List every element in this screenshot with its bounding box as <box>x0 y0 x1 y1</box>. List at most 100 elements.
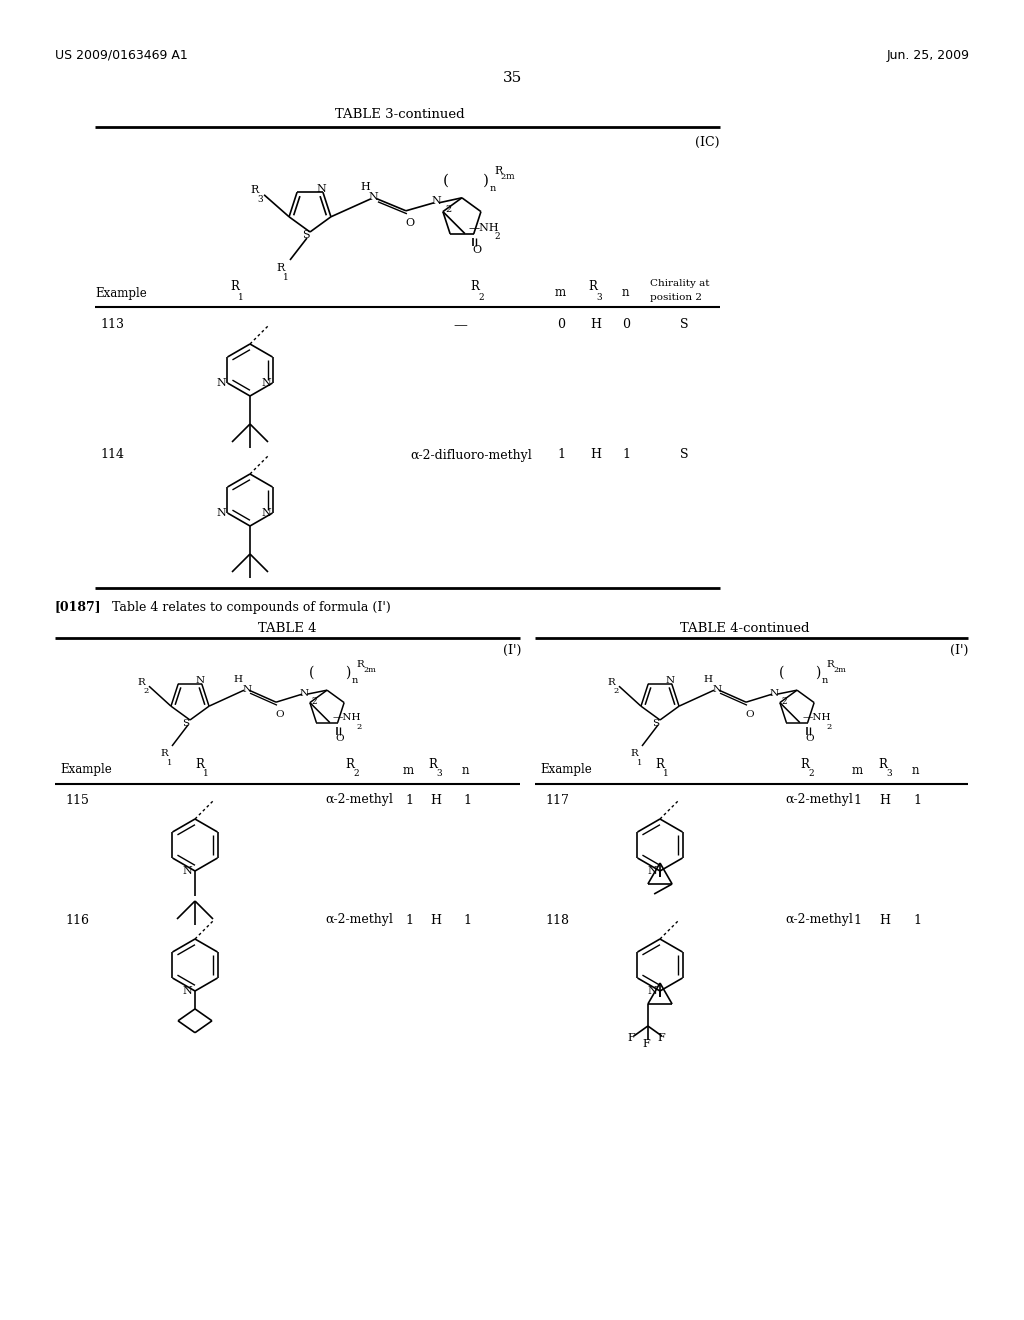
Text: (IC): (IC) <box>695 136 720 149</box>
Text: H: H <box>590 318 601 331</box>
Text: R: R <box>826 660 834 669</box>
Text: 0: 0 <box>557 318 565 331</box>
Text: n: n <box>352 676 358 685</box>
Text: 1: 1 <box>406 913 413 927</box>
Text: m: m <box>368 667 376 675</box>
Text: Jun. 25, 2009: Jun. 25, 2009 <box>887 49 970 62</box>
Text: N: N <box>182 866 191 876</box>
Text: 2: 2 <box>827 722 833 730</box>
Text: R: R <box>630 750 638 759</box>
Text: R: R <box>345 758 354 771</box>
Text: Example: Example <box>540 763 592 776</box>
Text: 1: 1 <box>238 293 244 301</box>
Text: TABLE 4: TABLE 4 <box>258 622 316 635</box>
Text: 1: 1 <box>283 273 289 282</box>
Text: R: R <box>655 758 664 771</box>
Text: [0187]: [0187] <box>55 601 101 614</box>
Text: S: S <box>680 449 688 462</box>
Text: 1: 1 <box>463 913 471 927</box>
Text: N: N <box>368 191 378 202</box>
Text: ): ) <box>345 665 350 680</box>
Text: position 2: position 2 <box>650 293 702 302</box>
Text: 0: 0 <box>622 318 630 331</box>
Text: R: R <box>250 185 258 195</box>
Text: 1: 1 <box>913 913 921 927</box>
Text: (: ( <box>309 665 314 680</box>
Text: N: N <box>647 986 656 997</box>
Text: ): ) <box>483 174 488 187</box>
Text: α-2-methyl: α-2-methyl <box>785 913 853 927</box>
Text: Example: Example <box>95 286 146 300</box>
Text: 3: 3 <box>886 770 892 779</box>
Text: (I'): (I') <box>503 644 521 656</box>
Text: R: R <box>494 166 502 176</box>
Text: US 2009/0163469 A1: US 2009/0163469 A1 <box>55 49 187 62</box>
Text: n: n <box>622 286 630 300</box>
Text: (: ( <box>779 665 784 680</box>
Text: 2: 2 <box>312 697 317 706</box>
Text: 2: 2 <box>353 770 358 779</box>
Text: N: N <box>182 986 191 997</box>
Text: 117: 117 <box>545 793 569 807</box>
Text: S: S <box>680 318 688 331</box>
Text: O: O <box>806 734 814 743</box>
Text: O: O <box>745 710 755 718</box>
Text: α-2-methyl: α-2-methyl <box>785 793 853 807</box>
Text: R: R <box>160 750 168 759</box>
Text: R: R <box>800 758 809 771</box>
Text: N: N <box>713 685 722 694</box>
Text: F: F <box>657 1034 666 1043</box>
Text: R: R <box>137 677 144 686</box>
Text: 1: 1 <box>853 913 861 927</box>
Text: 1: 1 <box>637 759 642 767</box>
Text: α-2-difluoro-methyl: α-2-difluoro-methyl <box>410 449 531 462</box>
Text: 1: 1 <box>663 770 669 779</box>
Text: H: H <box>233 675 243 684</box>
Text: 1: 1 <box>167 759 172 767</box>
Text: H: H <box>703 675 713 684</box>
Text: 2: 2 <box>833 667 838 675</box>
Text: n: n <box>489 185 497 193</box>
Text: 115: 115 <box>65 793 89 807</box>
Text: R: R <box>470 281 479 293</box>
Text: 2: 2 <box>478 293 483 301</box>
Text: (I'): (I') <box>950 644 969 656</box>
Text: 116: 116 <box>65 913 89 927</box>
Text: 1: 1 <box>203 770 209 779</box>
Text: m: m <box>852 763 863 776</box>
Text: S: S <box>182 718 189 727</box>
Text: 1: 1 <box>557 449 565 462</box>
Text: TABLE 4-continued: TABLE 4-continued <box>680 622 810 635</box>
Text: ): ) <box>815 665 820 680</box>
Text: 114: 114 <box>100 449 124 462</box>
Text: m: m <box>838 667 846 675</box>
Text: 2: 2 <box>364 667 368 675</box>
Text: Example: Example <box>60 763 112 776</box>
Text: m: m <box>506 173 514 181</box>
Text: 113: 113 <box>100 318 124 331</box>
Text: 3: 3 <box>596 293 602 301</box>
Text: N: N <box>217 378 226 388</box>
Text: Table 4 relates to compounds of formula (I'): Table 4 relates to compounds of formula … <box>112 601 391 614</box>
Text: —NH: —NH <box>469 223 500 232</box>
Text: 1: 1 <box>853 793 861 807</box>
Text: R: R <box>607 677 614 686</box>
Text: N: N <box>647 866 656 876</box>
Text: —NH: —NH <box>803 713 831 722</box>
Text: R: R <box>356 660 364 669</box>
Text: R: R <box>230 281 239 293</box>
Text: N: N <box>196 676 205 685</box>
Text: H: H <box>360 182 370 191</box>
Text: R: R <box>428 758 437 771</box>
Text: N: N <box>262 508 271 517</box>
Text: H: H <box>430 793 441 807</box>
Text: 2: 2 <box>495 232 501 242</box>
Text: 1: 1 <box>406 793 413 807</box>
Text: S: S <box>302 230 310 240</box>
Text: 1: 1 <box>913 793 921 807</box>
Text: N: N <box>431 195 440 206</box>
Text: O: O <box>275 710 285 718</box>
Text: S: S <box>652 718 659 727</box>
Text: R: R <box>878 758 887 771</box>
Text: H: H <box>879 793 890 807</box>
